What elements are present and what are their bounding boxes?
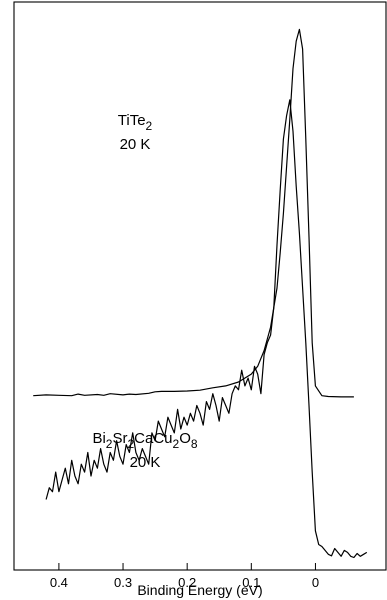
annotation-layer: TiTe2 20 K Bi2Sr2CaCu2O8 20 K [92, 112, 197, 471]
x-tick-label: 0.1 [242, 575, 260, 590]
annotation-bi2212-line-1: Bi2Sr2CaCu2O8 [92, 430, 197, 451]
annotation-tite2-line-2: 20 K [120, 136, 151, 153]
x-axis-title: Binding Energy (eV) [137, 582, 262, 598]
series-layer [33, 28, 368, 559]
series-line-bi2212 [45, 99, 368, 559]
series-line-tite2 [33, 28, 354, 398]
annotation-tite2-line-1: TiTe2 [118, 112, 153, 133]
x-tick-label: 0.2 [178, 575, 196, 590]
plot-frame [13, 1, 387, 571]
x-axis-ticks: 0.4 0.3 0.2 0.1 0 [50, 563, 319, 590]
annotation-bi2212-line-2: 20 K [130, 454, 161, 471]
x-tick-label: 0.4 [50, 575, 68, 590]
x-tick-label: 0.3 [114, 575, 132, 590]
x-tick-label: 0 [312, 575, 319, 590]
